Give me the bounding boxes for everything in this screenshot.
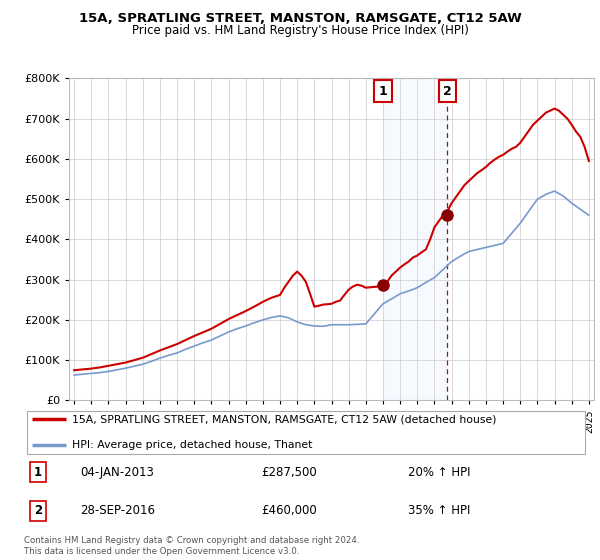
Text: 2: 2 bbox=[34, 504, 42, 517]
Text: 2: 2 bbox=[443, 85, 452, 98]
Text: £287,500: £287,500 bbox=[261, 466, 317, 479]
Text: Contains HM Land Registry data © Crown copyright and database right 2024.
This d: Contains HM Land Registry data © Crown c… bbox=[24, 536, 359, 556]
Text: Price paid vs. HM Land Registry's House Price Index (HPI): Price paid vs. HM Land Registry's House … bbox=[131, 24, 469, 36]
Text: 28-SEP-2016: 28-SEP-2016 bbox=[80, 504, 155, 517]
FancyBboxPatch shape bbox=[27, 411, 585, 454]
Text: 15A, SPRATLING STREET, MANSTON, RAMSGATE, CT12 5AW (detached house): 15A, SPRATLING STREET, MANSTON, RAMSGATE… bbox=[72, 414, 496, 424]
Text: 35% ↑ HPI: 35% ↑ HPI bbox=[407, 504, 470, 517]
Text: 20% ↑ HPI: 20% ↑ HPI bbox=[407, 466, 470, 479]
Text: 04-JAN-2013: 04-JAN-2013 bbox=[80, 466, 154, 479]
Text: 1: 1 bbox=[34, 466, 42, 479]
Text: £460,000: £460,000 bbox=[261, 504, 317, 517]
Text: HPI: Average price, detached house, Thanet: HPI: Average price, detached house, Than… bbox=[72, 440, 313, 450]
Text: 15A, SPRATLING STREET, MANSTON, RAMSGATE, CT12 5AW: 15A, SPRATLING STREET, MANSTON, RAMSGATE… bbox=[79, 12, 521, 25]
Text: 1: 1 bbox=[379, 85, 388, 98]
Bar bbox=[383, 78, 448, 400]
